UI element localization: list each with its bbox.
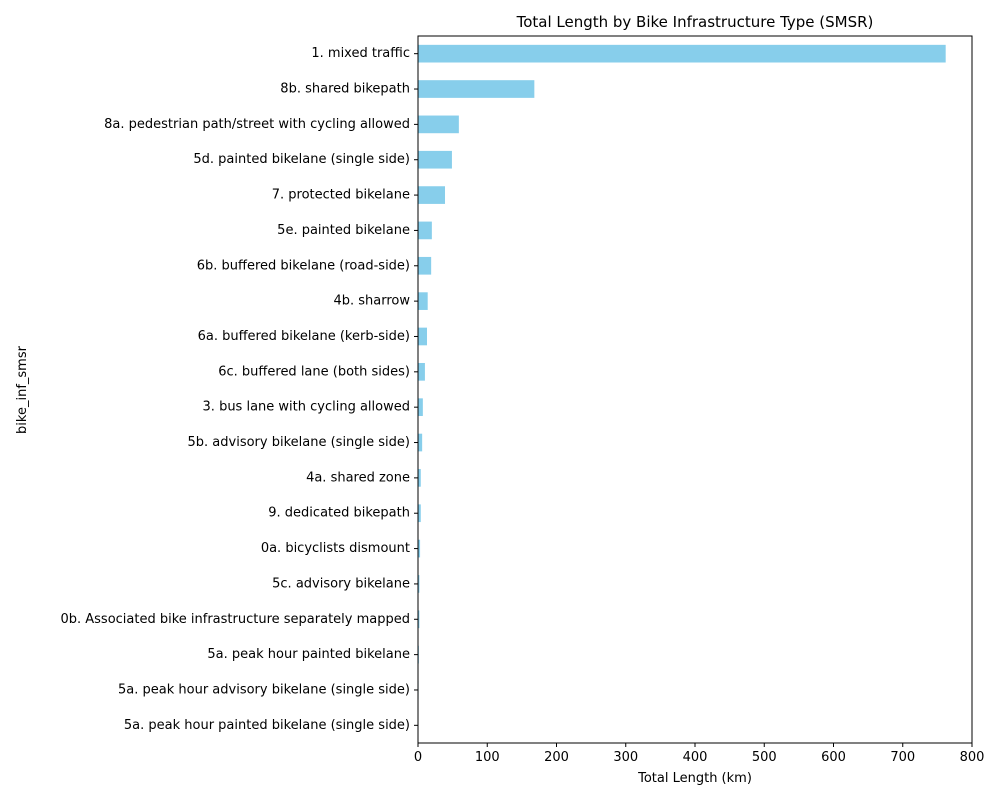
bar <box>418 504 421 523</box>
bar <box>418 575 420 593</box>
bar <box>418 186 446 204</box>
bar <box>418 539 421 558</box>
y-tick-label: 8b. shared bikepath <box>280 82 410 97</box>
bar <box>418 327 428 346</box>
y-tick-label: 0b. Associated bike infrastructure separ… <box>60 612 410 627</box>
bar <box>418 292 428 310</box>
y-tick-label: 5a. peak hour advisory bikelane (single … <box>118 682 410 697</box>
y-tick-label: 1. mixed traffic <box>311 46 410 61</box>
y-tick-label: 7. protected bikelane <box>272 188 410 203</box>
bar <box>418 610 420 629</box>
y-tick-label: 3. bus lane with cycling allowed <box>203 400 410 415</box>
x-ticks-layer: 0 100 200 300 400 500 600 700 800 <box>414 743 985 765</box>
y-tick-label: 8a. pedestrian path/street with cycling … <box>104 117 410 132</box>
bar <box>418 150 452 169</box>
plot-frame <box>417 35 973 744</box>
y-tick-label: 5e. painted bikelane <box>277 223 410 238</box>
y-tick-label: 6a. buffered bikelane (kerb-side) <box>198 329 410 344</box>
bar <box>418 80 535 98</box>
x-axis-label: Total Length (km) <box>637 771 752 786</box>
bar <box>418 44 946 63</box>
y-tick-label: 5b. advisory bikelane (single side) <box>188 435 410 450</box>
x-tick-label: 700 <box>890 750 915 765</box>
bar <box>418 433 423 452</box>
x-tick-label: 600 <box>821 750 846 765</box>
x-tick-label: 200 <box>544 750 569 765</box>
y-tick-label: 5a. peak hour painted bikelane (single s… <box>124 718 410 733</box>
y-tick-label: 5c. advisory bikelane <box>272 576 410 591</box>
y-tick-label: 5d. painted bikelane (single side) <box>193 152 410 167</box>
y-tick-label: 5a. peak hour painted bikelane <box>207 647 410 662</box>
bar <box>418 256 432 275</box>
x-tick-label: 400 <box>683 750 708 765</box>
x-tick-label: 500 <box>752 750 777 765</box>
bar <box>418 115 459 134</box>
x-tick-label: 800 <box>960 750 985 765</box>
bar <box>418 469 421 487</box>
bar <box>418 221 432 240</box>
y-tick-label: 4a. shared zone <box>306 470 410 485</box>
x-tick-label: 100 <box>475 750 500 765</box>
y-tick-label: 9. dedicated bikepath <box>268 506 410 521</box>
chart-title: Total Length by Bike Infrastructure Type… <box>516 13 874 31</box>
y-tick-label: 4b. sharrow <box>333 294 410 309</box>
bars-layer <box>418 44 946 735</box>
bar <box>418 362 425 381</box>
x-tick-label: 0 <box>414 750 422 765</box>
y-tick-label: 0a. bicyclists dismount <box>261 541 410 556</box>
y-tick-label: 6b. buffered bikelane (road-side) <box>197 258 410 273</box>
bar <box>418 398 423 417</box>
x-tick-label: 300 <box>613 750 638 765</box>
y-axis-label: bike_inf_smsr <box>15 345 30 434</box>
y-ticks-layer: 1. mixed traffic 8b. shared bikepath 8a. p… <box>60 46 418 733</box>
y-tick-label: 6c. buffered lane (both sides) <box>218 364 410 379</box>
